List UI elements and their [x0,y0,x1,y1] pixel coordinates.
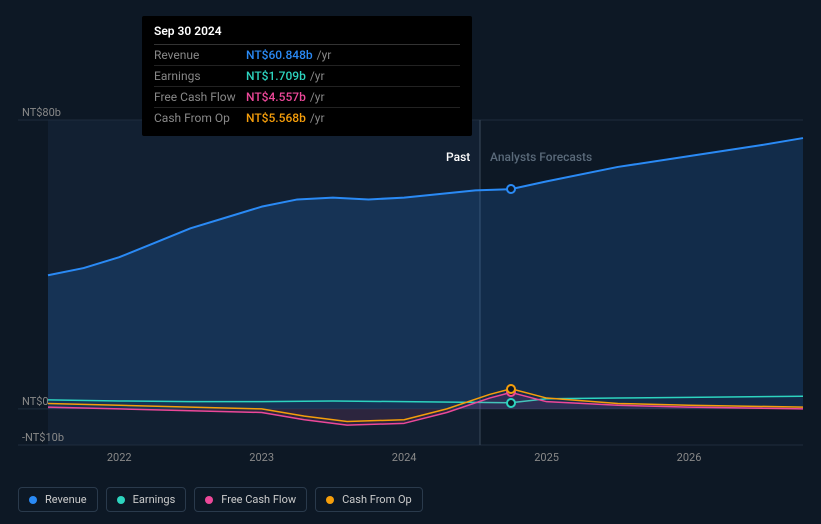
y-axis-tick: -NT$10b [22,431,64,444]
tooltip-row: EarningsNT$1.709b/yr [154,66,460,87]
legend-label: Cash From Op [342,493,412,506]
tooltip-row: Free Cash FlowNT$4.557b/yr [154,87,460,108]
legend-label: Free Cash Flow [221,493,296,506]
x-axis-tick: 2022 [107,451,132,464]
hover-marker [506,384,516,394]
y-axis-tick: NT$80b [22,106,61,119]
past-region-label: Past [446,150,470,164]
tooltip-row: Cash From OpNT$5.568b/yr [154,108,460,128]
x-axis-tick: 2024 [392,451,417,464]
x-axis-tick: 2023 [249,451,274,464]
legend-label: Earnings [133,493,176,506]
y-axis-tick: NT$0 [22,395,49,408]
legend-dot-icon [326,496,334,504]
x-axis-tick: 2025 [534,451,559,464]
tooltip-row: RevenueNT$60.848b/yr [154,45,460,66]
legend-item-earnings[interactable]: Earnings [106,487,187,512]
tooltip-date: Sep 30 2024 [154,24,460,45]
legend-dot-icon [29,496,37,504]
financial-chart[interactable]: Sep 30 2024 RevenueNT$60.848b/yrEarnings… [0,0,821,524]
legend-label: Revenue [45,493,87,506]
legend-item-fcf[interactable]: Free Cash Flow [194,487,307,512]
hover-marker [506,184,516,194]
legend-dot-icon [117,496,125,504]
forecast-region-label: Analysts Forecasts [490,150,592,164]
chart-legend: Revenue Earnings Free Cash Flow Cash From O… [18,487,423,512]
chart-tooltip: Sep 30 2024 RevenueNT$60.848b/yrEarnings… [142,16,472,136]
legend-dot-icon [205,496,213,504]
legend-item-cfo[interactable]: Cash From Op [315,487,423,512]
legend-item-revenue[interactable]: Revenue [18,487,98,512]
hover-marker [506,398,516,408]
x-axis-tick: 2026 [677,451,702,464]
